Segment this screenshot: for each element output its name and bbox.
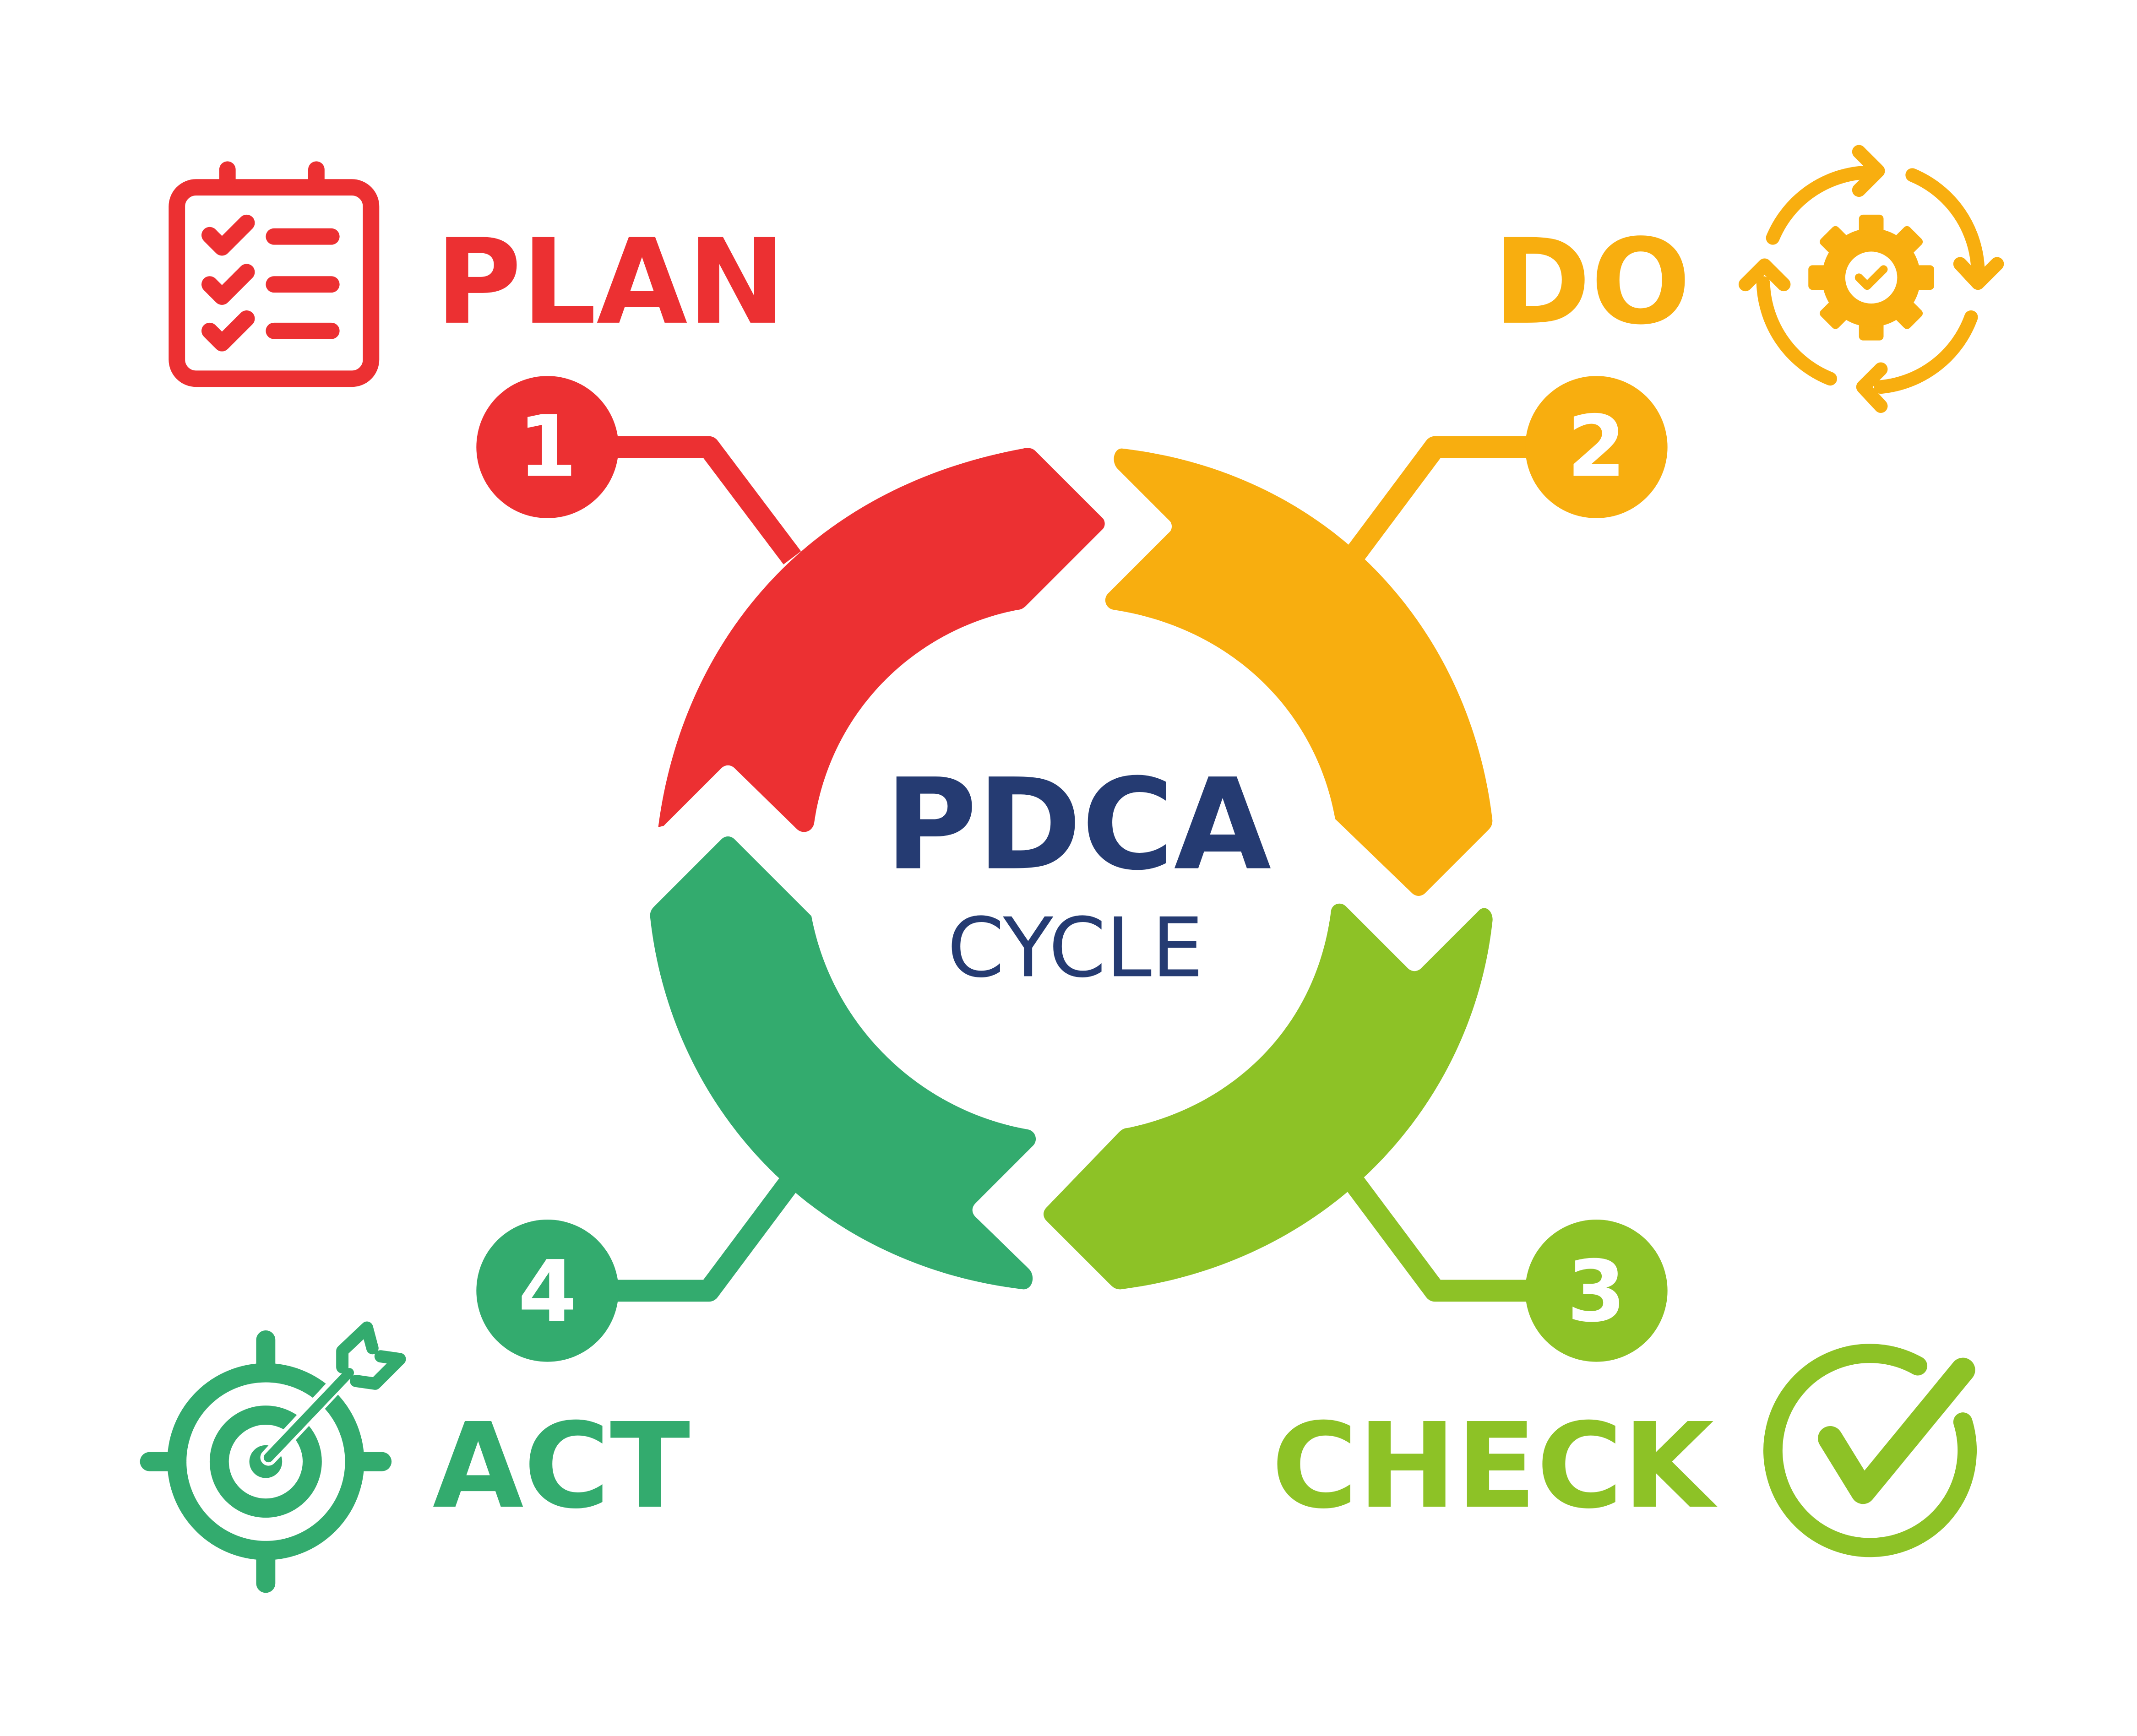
plan-label: PLAN (435, 214, 786, 351)
act-number: 4 (518, 1242, 577, 1341)
act-label: ACT (433, 1398, 691, 1535)
plan-arc-segment (658, 448, 1105, 832)
act-arc-segment (650, 836, 1036, 1290)
gear-cycle-icon (1738, 145, 2004, 413)
target-arrow-icon (140, 1321, 406, 1593)
check-label: CHECK (1272, 1398, 1718, 1535)
stage-check: 3 CHECK (1043, 903, 1977, 1557)
plan-number-badge (476, 376, 619, 518)
title-pdca: PDCA (885, 751, 1272, 898)
do-number: 2 (1567, 397, 1626, 496)
check-arc-segment (1043, 903, 1493, 1290)
stage-act: 4 ACT (140, 836, 1036, 1593)
plan-number: 1 (518, 397, 577, 496)
clipboard-checklist-icon (169, 161, 380, 387)
stage-plan: 1 PLAN (169, 161, 1105, 832)
do-label: DO (1493, 214, 1691, 351)
check-number: 3 (1567, 1242, 1626, 1341)
center-title: PDCA CYCLE (885, 751, 1272, 996)
check-number-badge (1525, 1220, 1668, 1362)
stage-do: 2 DO (1105, 145, 2004, 896)
do-number-badge (1525, 376, 1668, 518)
title-cycle: CYCLE (947, 901, 1204, 996)
act-number-badge (476, 1220, 619, 1362)
do-arc-segment (1105, 448, 1493, 896)
checkmark-circle-icon (1763, 1344, 1977, 1557)
